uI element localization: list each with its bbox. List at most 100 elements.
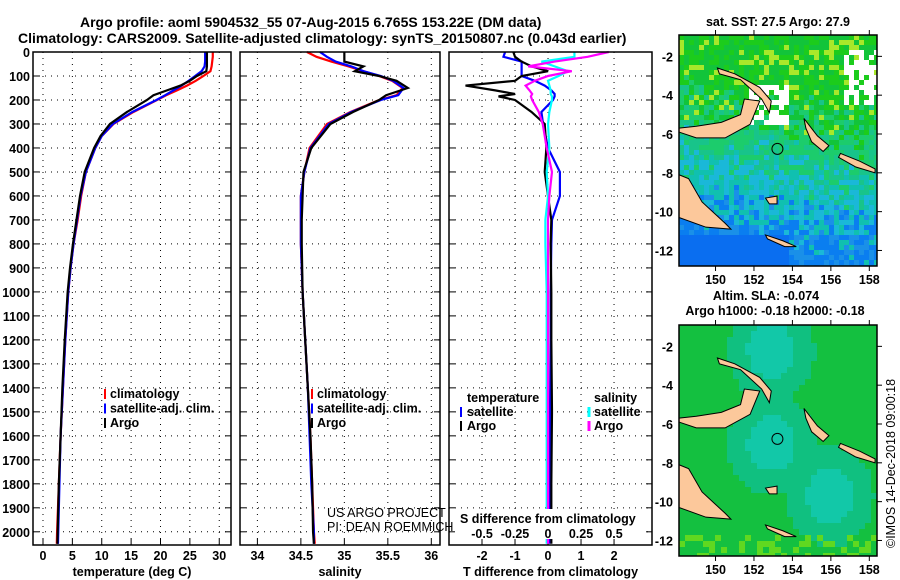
map-cell (804, 215, 809, 220)
map-cell (789, 35, 794, 40)
map-cell (751, 523, 757, 529)
map-cell (759, 210, 764, 215)
map-cell (809, 75, 814, 80)
x-tick-label: -2 (476, 549, 487, 563)
map-cell (859, 511, 865, 517)
map-cell (714, 230, 719, 235)
map-cell (749, 230, 754, 235)
map-cell (789, 150, 794, 155)
map-cell (733, 481, 739, 487)
map-cell (749, 225, 754, 230)
map-cell (779, 220, 784, 225)
map-cell (854, 260, 859, 265)
map-cell (775, 343, 781, 349)
map-cell (709, 35, 714, 40)
map-cell (871, 409, 877, 415)
map-cell (869, 40, 874, 45)
map-cell (689, 120, 694, 125)
map-cell (774, 40, 779, 45)
map-cell (829, 355, 835, 361)
map-cell (824, 195, 829, 200)
map-cell (764, 215, 769, 220)
map-cell (769, 343, 775, 349)
map-cell (804, 80, 809, 85)
map-cell (699, 35, 704, 40)
map-cell (864, 35, 869, 40)
map-cell (824, 65, 829, 70)
map-cell (769, 547, 775, 553)
map-cell (714, 155, 719, 160)
map-cell (729, 140, 734, 145)
map-cell (759, 125, 764, 130)
map-cell (781, 391, 787, 397)
map-cell (779, 175, 784, 180)
map-cell (709, 493, 715, 499)
map-cell (769, 493, 775, 499)
map-cell (764, 165, 769, 170)
map-cell (774, 110, 779, 115)
map-cell (871, 403, 877, 409)
map-cell (824, 235, 829, 240)
map-cell (794, 250, 799, 255)
map-cell (685, 343, 691, 349)
map-cell (779, 85, 784, 90)
map-cell (811, 391, 817, 397)
map-cell (697, 397, 703, 403)
map-cell (859, 70, 864, 75)
map-cell (757, 505, 763, 511)
map-cell (784, 55, 789, 60)
map-cell (744, 50, 749, 55)
map-cell (751, 337, 757, 343)
map-cell (739, 523, 745, 529)
map-cell (814, 60, 819, 65)
map-cell (745, 445, 751, 451)
map-cell (699, 115, 704, 120)
map-cell (859, 379, 865, 385)
map-cell (849, 180, 854, 185)
map-cell (839, 105, 844, 110)
map-cell (853, 361, 859, 367)
map-cell (823, 385, 829, 391)
map-cell (714, 35, 719, 40)
map-cell (697, 343, 703, 349)
map-cell (859, 421, 865, 427)
map-cell (809, 170, 814, 175)
depth-tick-label: 1600 (2, 430, 30, 444)
map-cell (709, 445, 715, 451)
map-cell (729, 145, 734, 150)
map-cell (679, 511, 685, 517)
map-cell (703, 463, 709, 469)
map-cell (794, 185, 799, 190)
map-cell (799, 125, 804, 130)
map-cell (799, 75, 804, 80)
map-cell (829, 427, 835, 433)
map-cell (854, 225, 859, 230)
map-cell (823, 553, 829, 556)
map-cell (757, 397, 763, 403)
map-cell (715, 529, 721, 535)
lon-tick-label: 152 (744, 273, 765, 287)
map-cell (824, 125, 829, 130)
title-line-2: Climatology: CARS2009. Satellite-adjuste… (18, 30, 626, 46)
map-cell (835, 367, 841, 373)
map-cell (793, 409, 799, 415)
map-cell (739, 343, 745, 349)
map-cell (859, 325, 865, 331)
map-cell (715, 373, 721, 379)
map-cell (775, 355, 781, 361)
map-cell (679, 240, 684, 245)
map-cell (814, 75, 819, 80)
map-cell (793, 403, 799, 409)
map-cell (769, 60, 774, 65)
map-cell (754, 230, 759, 235)
map-cell (694, 35, 699, 40)
map-cell (819, 260, 824, 265)
map-cell (804, 105, 809, 110)
map-cell (709, 235, 714, 240)
map-cell (817, 493, 823, 499)
map-cell (739, 433, 745, 439)
x-tick-label: 1 (578, 549, 585, 563)
map-cell (859, 145, 864, 150)
map-cell (794, 210, 799, 215)
map-cell (787, 541, 793, 547)
